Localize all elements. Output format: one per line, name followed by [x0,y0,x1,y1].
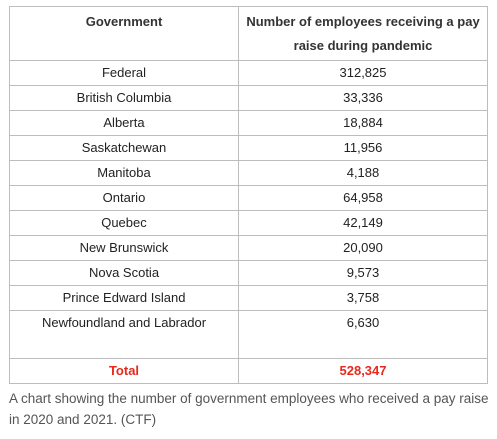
employees-cell: 64,958 [238,185,488,211]
total-value: 528,347 [238,358,488,384]
table-row: Quebec 42,149 [9,210,488,236]
government-cell: Newfoundland and Labrador [9,310,239,359]
employees-cell: 33,336 [238,85,488,111]
employees-cell: 20,090 [238,235,488,261]
table-row: Prince Edward Island 3,758 [9,285,488,311]
table-row: Federal 312,825 [9,60,488,86]
government-cell: New Brunswick [9,235,239,261]
table-row: Nova Scotia 9,573 [9,260,488,286]
government-cell: Federal [9,60,239,86]
government-cell: British Columbia [9,85,239,111]
table-row: Ontario 64,958 [9,185,488,211]
government-cell: Ontario [9,185,239,211]
header-employees: Number of employees receiving a pay rais… [238,6,488,61]
employees-cell: 42,149 [238,210,488,236]
employees-cell: 9,573 [238,260,488,286]
government-cell: Manitoba [9,160,239,186]
table-row: Manitoba 4,188 [9,160,488,186]
employees-table-container: Government Number of employees receiving… [9,6,488,384]
government-cell: Alberta [9,110,239,136]
table-row: British Columbia 33,336 [9,85,488,111]
employees-cell: 312,825 [238,60,488,86]
employees-cell: 11,956 [238,135,488,161]
table-caption: A chart showing the number of government… [9,391,489,427]
government-cell: Nova Scotia [9,260,239,286]
table-row: Alberta 18,884 [9,110,488,136]
employees-cell: 6,630 [238,310,488,359]
total-label: Total [9,358,239,384]
table-header-row: Government Number of employees receiving… [9,6,488,61]
government-cell: Quebec [9,210,239,236]
employees-cell: 4,188 [238,160,488,186]
header-government: Government [9,6,239,61]
employees-table: Government Number of employees receiving… [9,6,488,384]
employees-cell: 18,884 [238,110,488,136]
government-cell: Saskatchewan [9,135,239,161]
table-row: Saskatchewan 11,956 [9,135,488,161]
table-total-row: Total 528,347 [9,358,488,384]
government-cell: Prince Edward Island [9,285,239,311]
table-row: New Brunswick 20,090 [9,235,488,261]
table-row: Newfoundland and Labrador 6,630 [9,310,488,359]
employees-cell: 3,758 [238,285,488,311]
